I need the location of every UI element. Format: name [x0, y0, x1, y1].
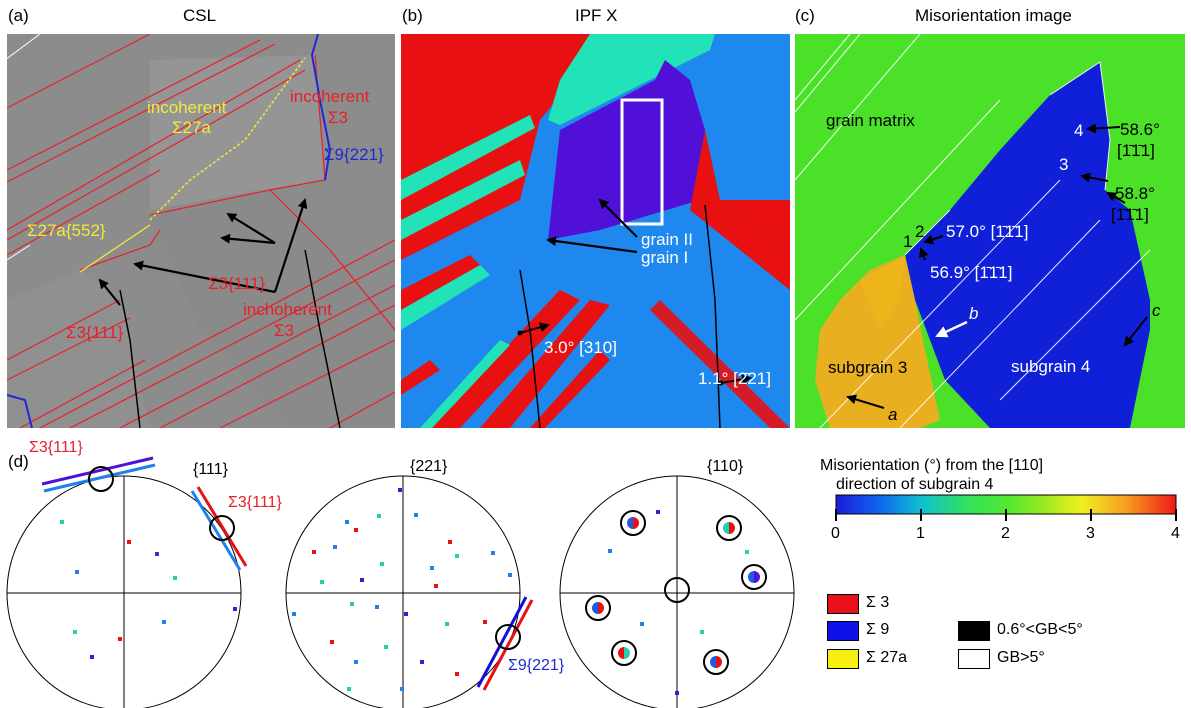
legend-label-sigma3: Σ 3 — [866, 594, 890, 611]
legend-swatch-sigma27a — [827, 649, 859, 669]
pf3-points — [608, 510, 749, 695]
m1-label: 56.9° [1̄1̄1] — [930, 263, 1013, 282]
pf2-points — [292, 488, 512, 691]
rotation-310-label: 3.0° [310] — [544, 338, 617, 357]
m2-label: 57.0° [1̄1̄1] — [946, 222, 1029, 241]
pole-figure-3 — [559, 475, 795, 708]
panel-c-tag: (c) — [795, 6, 815, 25]
legend-label-sigma9: Σ 9 — [866, 621, 890, 638]
grain-i-label: grain I — [641, 248, 689, 267]
m4-angle: 58.6° — [1120, 120, 1160, 139]
misorientation-point-1: 1 — [903, 232, 913, 251]
panel-b-tag: (b) — [402, 6, 423, 25]
panel-c-title: Misorientation image — [915, 6, 1072, 25]
colorbar-tick-label: 1 — [916, 525, 925, 542]
colorbar-tick-label: 4 — [1171, 525, 1180, 542]
colorbar-tick-label: 0 — [831, 525, 840, 542]
legend-label-sigma27a: Σ 27a — [866, 649, 908, 666]
sigma3-111-left-label: Σ3{111} — [66, 323, 124, 342]
panel-c-map — [795, 34, 1185, 428]
legend-swatch-sigma3 — [827, 594, 859, 614]
pole-figure-1 — [6, 475, 242, 708]
incoherent-3-line2: Σ3 — [328, 108, 348, 127]
pf1-points — [60, 520, 237, 659]
legend-swatch-low-angle-gb — [958, 621, 990, 641]
boundary-b-label: b — [969, 304, 979, 323]
panel-a-tag: (a) — [8, 6, 29, 25]
pf2-title: {221} — [410, 458, 448, 475]
incoherent-27a-line2: Σ27a — [172, 118, 211, 137]
panel-a-title: CSL — [183, 6, 217, 25]
misorientation-point-2: 2 — [915, 222, 925, 241]
sigma27a-552-label: Σ27a{552} — [27, 221, 106, 240]
colorbar-title-line2: direction of subgrain 4 — [836, 476, 994, 493]
incoherent-3-line1: incoherent — [290, 87, 370, 106]
pf1-trace2-label: Σ3{111} — [228, 494, 282, 511]
legend-label-high-angle-gb: GB>5° — [997, 649, 1045, 666]
misorientation-point-4: 4 — [1074, 121, 1084, 140]
colorbar-tick-label: 2 — [1001, 525, 1010, 542]
pf3-title: {110} — [707, 458, 744, 475]
sigma3-111-center-label: Σ3{111} — [208, 274, 266, 293]
pf3-circled-poles — [585, 510, 767, 675]
boundary-a-label: a — [888, 405, 898, 424]
pf1-trace1-label: Σ3{111} — [29, 439, 83, 456]
grain-matrix-label: grain matrix — [826, 111, 915, 130]
panel-d-tag: (d) — [8, 452, 29, 471]
panel-b-title: IPF X — [575, 6, 618, 25]
panel-b-map — [401, 34, 790, 428]
subgrain-3-label: subgrain 3 — [828, 358, 908, 377]
boundary-c-label: c — [1152, 301, 1161, 320]
subgrain-4-label: subgrain 4 — [1011, 357, 1091, 376]
rotation-221-label: 1.1° [2̄21] — [698, 369, 771, 388]
m3-angle: 58.8° — [1115, 184, 1155, 203]
pf-traces — [41, 456, 534, 691]
pole-figure-2 — [285, 475, 521, 708]
misorientation-point-3: 3 — [1059, 155, 1069, 174]
grain-ii-label: grain II — [641, 230, 693, 249]
sigma9-221-label: Σ9{221} — [324, 145, 384, 164]
colorbar-tick-label: 3 — [1086, 525, 1095, 542]
colorbar-title-line1: Misorientation (°) from the [110] — [820, 457, 1044, 474]
m4-axis: [1̄1̄1] — [1117, 141, 1155, 160]
inchoherent-line1: inchoherent — [243, 300, 332, 319]
pf1-title: {111} — [193, 461, 229, 478]
legend-swatch-sigma9 — [827, 621, 859, 641]
inchoherent-line2: Σ3 — [274, 321, 294, 340]
pf2-trace-label: Σ9{221} — [508, 657, 565, 674]
legend-label-low-angle-gb: 0.6°<GB<5° — [997, 621, 1083, 638]
panel-a-map — [7, 34, 395, 428]
incoherent-27a-line1: incoherent — [147, 98, 227, 117]
legend-swatch-high-angle-gb — [958, 649, 990, 669]
m3-axis: [1̄1̄1] — [1111, 205, 1149, 224]
